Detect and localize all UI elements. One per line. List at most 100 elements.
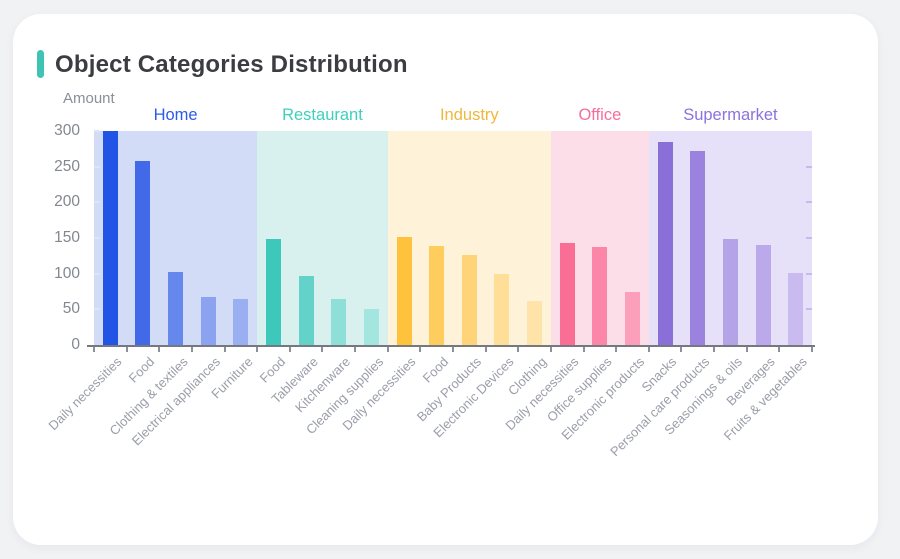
bar-slot <box>714 131 747 345</box>
bar-restaurant-kitchenware[interactable] <box>331 298 347 345</box>
plot-area: Home Restaurant Industry Office Supermarket D… <box>46 106 815 459</box>
bar-slot <box>584 131 617 345</box>
y-axis-title: Amount <box>63 90 115 107</box>
x-axis-tick <box>582 347 585 352</box>
y-gridline-tick-right <box>806 272 812 275</box>
bar-supermarket-personal-care-products[interactable] <box>690 150 706 345</box>
x-axis-tick <box>549 347 552 352</box>
x-axis-tick <box>125 347 128 352</box>
bar-office-electronic-products[interactable] <box>625 292 641 345</box>
x-axis-tick <box>647 347 650 352</box>
bar-restaurant-food[interactable] <box>266 238 281 345</box>
bar-office-office-supplies[interactable] <box>592 246 608 345</box>
bar-slot <box>322 131 355 345</box>
bar-slot <box>486 131 519 345</box>
x-axis-tick <box>680 347 683 352</box>
y-gridline-tick-left <box>94 308 100 311</box>
y-gridline-tick-left <box>94 237 100 239</box>
bar-home-furniture[interactable] <box>233 299 249 345</box>
y-tick-label-250: 250 <box>54 157 80 175</box>
bar-slot <box>747 131 780 345</box>
x-axis-tick <box>484 347 487 352</box>
chart-card: Object Categories Distribution Amount Ho… <box>13 14 878 545</box>
bar-slot <box>159 131 192 345</box>
x-axis-tick <box>386 347 389 352</box>
y-gridline-tick-right <box>806 165 812 168</box>
x-axis-line <box>87 345 815 347</box>
bar-home-electrical-appliances[interactable] <box>200 296 216 345</box>
bar-slot <box>779 131 812 345</box>
bar-slot <box>453 131 486 345</box>
title-accent-bar <box>37 50 44 78</box>
bar-slot <box>290 131 323 345</box>
bar-home-daily-necessities[interactable] <box>102 131 118 345</box>
x-axis-tick <box>288 347 291 352</box>
bar-slot <box>551 131 584 345</box>
x-axis-tick <box>811 347 813 352</box>
bar-office-daily-necessities[interactable] <box>559 243 575 345</box>
y-gridline-tick-right <box>806 237 812 239</box>
bar-home-clothing-textiles[interactable] <box>168 272 184 345</box>
bar-slot <box>225 131 258 345</box>
y-gridline-tick-right <box>806 308 812 311</box>
y-gridline-tick-right <box>806 201 812 204</box>
x-axis-tick <box>158 347 161 352</box>
y-gridline-tick-left <box>94 201 100 204</box>
bar-industry-clothing[interactable] <box>527 300 543 345</box>
x-axis-tick <box>745 347 748 352</box>
x-axis-tick <box>419 347 422 352</box>
bar-supermarket-seasonings-oils[interactable] <box>722 238 738 345</box>
y-tick-label-300: 300 <box>54 122 80 139</box>
bar-slot <box>649 131 682 345</box>
group-label-office: Office <box>578 106 622 124</box>
group-label-home: Home <box>153 106 198 124</box>
bar-industry-daily-necessities[interactable] <box>396 237 412 345</box>
bar-slot <box>94 131 127 345</box>
bar-industry-electronic-devices[interactable] <box>494 274 510 345</box>
category-band-industry: Industry <box>387 106 551 345</box>
bar-slot <box>127 131 160 345</box>
y-tick-label-200: 200 <box>54 193 80 211</box>
group-label-industry: Industry <box>439 106 499 124</box>
bar-slot <box>192 131 225 345</box>
bar-home-food[interactable] <box>135 160 151 345</box>
y-tick-label-150: 150 <box>54 229 80 246</box>
x-axis-tick <box>452 347 454 352</box>
group-label-restaurant: Restaurant <box>282 106 363 124</box>
bar-supermarket-beverages[interactable] <box>755 245 771 345</box>
y-tick-label-100: 100 <box>54 264 80 282</box>
chart-title: Object Categories Distribution <box>55 51 408 78</box>
x-axis-tick <box>190 347 193 352</box>
category-band-office: Office <box>550 106 649 345</box>
x-axis-tick <box>223 347 226 352</box>
bar-slot <box>518 131 551 345</box>
bar-restaurant-cleaning-supplies[interactable] <box>363 309 379 345</box>
x-axis-tick <box>517 347 520 352</box>
bar-supermarket-fruits-vegetables[interactable] <box>788 272 804 345</box>
bar-slot <box>616 131 649 345</box>
bar-industry-baby-products[interactable] <box>461 255 477 345</box>
category-band-home: Home <box>94 106 258 345</box>
x-axis-tick <box>713 347 716 352</box>
y-tick-label-50: 50 <box>62 300 80 318</box>
bar-industry-food[interactable] <box>429 245 445 345</box>
x-axis-tick <box>615 347 618 352</box>
x-axis-tick <box>93 347 95 352</box>
x-axis-tick <box>778 347 781 352</box>
bar-slot <box>681 131 714 345</box>
bar-supermarket-snacks[interactable] <box>657 141 673 345</box>
y-tick-label-0: 0 <box>71 336 80 353</box>
bar-slot <box>388 131 421 345</box>
bar-restaurant-tableware[interactable] <box>298 275 314 345</box>
bar-slot <box>420 131 453 345</box>
y-gridline-tick-left <box>94 165 100 168</box>
bar-slot <box>257 131 290 345</box>
bar-slot <box>355 131 388 345</box>
y-gridline-tick-left <box>94 272 100 275</box>
y-gridline-tick-left <box>94 130 100 132</box>
category-band-supermarket: Supermarket <box>648 106 813 345</box>
x-axis-tick <box>354 347 357 352</box>
x-axis-tick <box>256 347 259 352</box>
group-label-supermarket: Supermarket <box>683 106 778 124</box>
category-band-restaurant: Restaurant <box>257 106 388 345</box>
